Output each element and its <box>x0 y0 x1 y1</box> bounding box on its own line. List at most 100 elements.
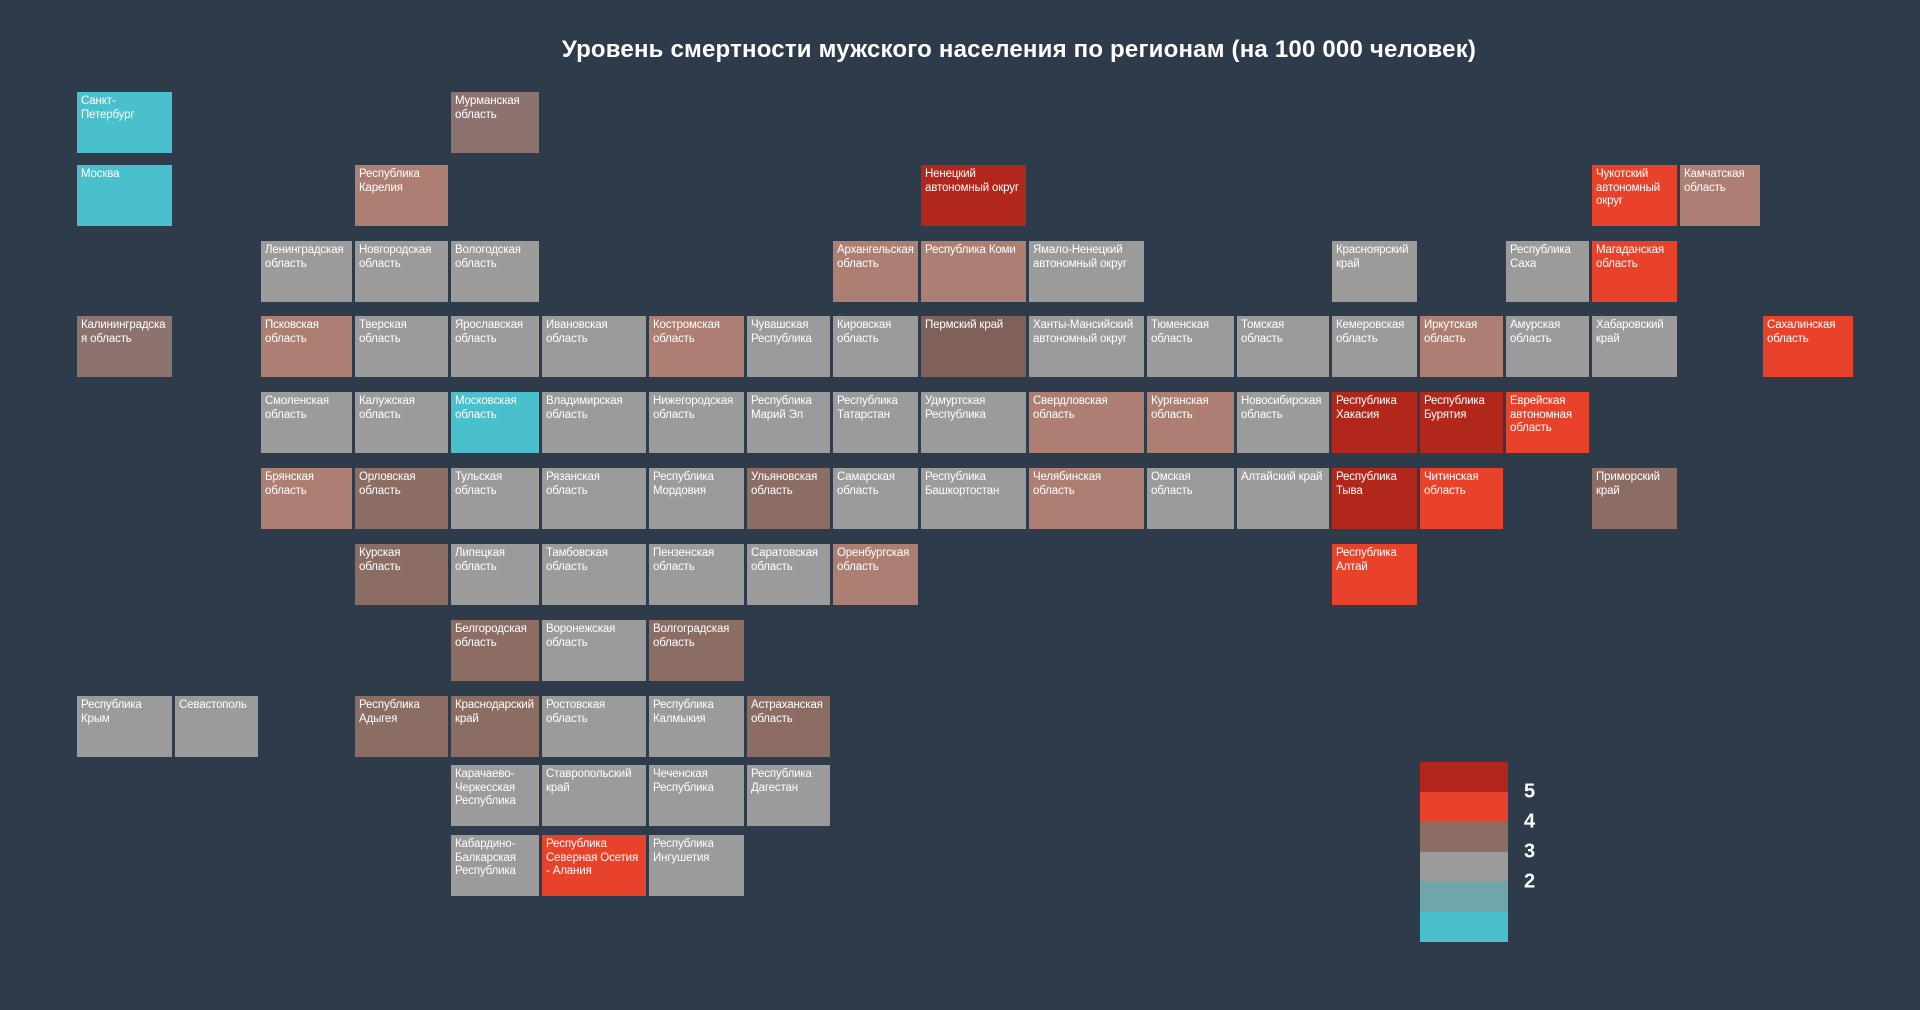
region-tile[interactable]: Камчатская область <box>1680 165 1760 226</box>
region-tile[interactable]: Новосибирская область <box>1237 392 1329 453</box>
region-tile[interactable]: Астраханская область <box>747 696 830 757</box>
region-tile[interactable]: Кемеровская область <box>1332 316 1417 377</box>
chart-title: Уровень смертности мужского населения по… <box>561 36 1477 63</box>
region-tile[interactable]: Самарская область <box>833 468 918 529</box>
region-tile[interactable]: Московская область <box>451 392 539 453</box>
region-tile[interactable]: Томская область <box>1237 316 1329 377</box>
region-tile[interactable]: Тульская область <box>451 468 539 529</box>
region-tile[interactable]: Ярославская область <box>451 316 539 377</box>
region-label: Чувашская Республика <box>751 319 812 345</box>
region-label: Омская область <box>1151 471 1193 497</box>
region-tile[interactable]: Ростовская область <box>542 696 646 757</box>
region-label: Тверская область <box>359 319 407 345</box>
region-tile[interactable]: Вологодская область <box>451 241 539 302</box>
region-tile[interactable]: Хабаровский край <box>1592 316 1677 377</box>
region-tile[interactable]: Республика Коми <box>921 241 1026 302</box>
region-tile[interactable]: Брянская область <box>261 468 352 529</box>
region-tile[interactable]: Чувашская Республика <box>747 316 830 377</box>
region-tile[interactable]: Республика Карелия <box>355 165 448 226</box>
region-tile[interactable]: Ульяновская область <box>747 468 830 529</box>
region-tile[interactable]: Республика Дагестан <box>747 765 830 826</box>
region-tile[interactable]: Республика Северная Осетия - Алания <box>542 835 646 896</box>
region-label: Псковская область <box>265 319 319 345</box>
region-tile[interactable]: Москва <box>77 165 172 226</box>
region-tile[interactable]: Республика Марий Эл <box>747 392 830 453</box>
region-tile[interactable]: Нижегородская область <box>649 392 744 453</box>
region-tile[interactable]: Магаданская область <box>1592 241 1677 302</box>
region-tile[interactable]: Республика Хакасия <box>1332 392 1417 453</box>
region-tile[interactable]: Владимирская область <box>542 392 646 453</box>
region-tile[interactable]: Удмуртская Республика <box>921 392 1026 453</box>
region-label: Московская область <box>455 395 517 421</box>
region-tile[interactable]: Сахалинская область <box>1763 316 1853 377</box>
region-label: Сахалинская область <box>1767 319 1836 345</box>
region-tile[interactable]: Пермский край <box>921 316 1026 377</box>
region-tile[interactable]: Мурманская область <box>451 92 539 153</box>
region-tile[interactable]: Оренбургская область <box>833 544 918 605</box>
region-tile[interactable]: Курганская область <box>1147 392 1234 453</box>
region-tile[interactable]: Читинская область <box>1420 468 1503 529</box>
region-tile[interactable]: Еврейская автономная область <box>1506 392 1589 453</box>
region-tile[interactable]: Приморский край <box>1592 468 1677 529</box>
region-tile[interactable]: Ивановская область <box>542 316 646 377</box>
region-tile[interactable]: Севастополь <box>175 696 258 757</box>
region-tile[interactable]: Республика Татарстан <box>833 392 918 453</box>
region-tile[interactable]: Волгоградская область <box>649 620 744 681</box>
region-tile[interactable]: Челябинская область <box>1029 468 1144 529</box>
region-tile[interactable]: Ненецкий автономный округ <box>921 165 1026 226</box>
region-tile[interactable]: Новгородская область <box>355 241 448 302</box>
region-tile[interactable]: Калининградская область <box>77 316 172 377</box>
region-tile[interactable]: Республика Башкортостан <box>921 468 1026 529</box>
region-tile[interactable]: Воронежская область <box>542 620 646 681</box>
region-tile[interactable]: Смоленская область <box>261 392 352 453</box>
region-tile[interactable]: Республика Ингушетия <box>649 835 744 896</box>
region-tile[interactable]: Пензенская область <box>649 544 744 605</box>
region-label: Мурманская область <box>455 95 520 121</box>
region-tile[interactable]: Кировская область <box>833 316 918 377</box>
region-tile[interactable]: Чеченская Республика <box>649 765 744 826</box>
region-tile[interactable]: Орловская область <box>355 468 448 529</box>
region-tile[interactable]: Ставропольский край <box>542 765 646 826</box>
region-label: Вологодская область <box>455 244 521 270</box>
region-tile[interactable]: Белгородская область <box>451 620 539 681</box>
region-tile[interactable]: Тверская область <box>355 316 448 377</box>
region-tile[interactable]: Тюменская область <box>1147 316 1234 377</box>
region-tile[interactable]: Республика Крым <box>77 696 172 757</box>
region-tile[interactable]: Тамбовская область <box>542 544 646 605</box>
region-tile[interactable]: Республика Калмыкия <box>649 696 744 757</box>
colorbar-swatch <box>1420 762 1508 792</box>
region-tile[interactable]: Псковская область <box>261 316 352 377</box>
region-tile[interactable]: Ханты-Мансийский автономный округ <box>1029 316 1144 377</box>
region-tile[interactable]: Республика Саха <box>1506 241 1589 302</box>
region-tile[interactable]: Костромская область <box>649 316 744 377</box>
region-tile[interactable]: Республика Алтай <box>1332 544 1417 605</box>
region-tile[interactable]: Чукотский автономный округ <box>1592 165 1677 226</box>
region-tile[interactable]: Амурская область <box>1506 316 1589 377</box>
region-tile[interactable]: Омская область <box>1147 468 1234 529</box>
region-tile[interactable]: Архангельская область <box>833 241 918 302</box>
region-tile[interactable]: Кабардино-Балкарская Республика <box>451 835 539 896</box>
region-tile[interactable]: Республика Мордовия <box>649 468 744 529</box>
region-tile[interactable]: Рязанская область <box>542 468 646 529</box>
region-tile[interactable]: Красноярский край <box>1332 241 1417 302</box>
region-tile[interactable]: Ленинградская область <box>261 241 352 302</box>
region-tile[interactable]: Карачаево-Черкесская Республика <box>451 765 539 826</box>
region-tile[interactable]: Краснодарский край <box>451 696 539 757</box>
region-tile[interactable]: Ямало-Ненецкий автономный округ <box>1029 241 1144 302</box>
region-label: Ненецкий автономный округ <box>925 168 1019 194</box>
region-tile[interactable]: Республика Бурятия <box>1420 392 1503 453</box>
region-tile[interactable]: Иркутская область <box>1420 316 1503 377</box>
region-tile[interactable]: Республика Тыва <box>1332 468 1417 529</box>
region-tile[interactable]: Саратовская область <box>747 544 830 605</box>
region-tile[interactable]: Санкт-Петербург <box>77 92 172 153</box>
region-tile[interactable]: Алтайский край <box>1237 468 1329 529</box>
region-label: Калининградская область <box>81 319 166 345</box>
region-label: Кемеровская область <box>1336 319 1405 345</box>
region-label: Хабаровский край <box>1596 319 1664 345</box>
region-tile[interactable]: Свердловская область <box>1029 392 1144 453</box>
region-tile[interactable]: Липецкая область <box>451 544 539 605</box>
region-tile[interactable]: Курская область <box>355 544 448 605</box>
region-tile[interactable]: Калужская область <box>355 392 448 453</box>
region-tile[interactable]: Республика Адыгея <box>355 696 448 757</box>
region-label: Калужская область <box>359 395 415 421</box>
